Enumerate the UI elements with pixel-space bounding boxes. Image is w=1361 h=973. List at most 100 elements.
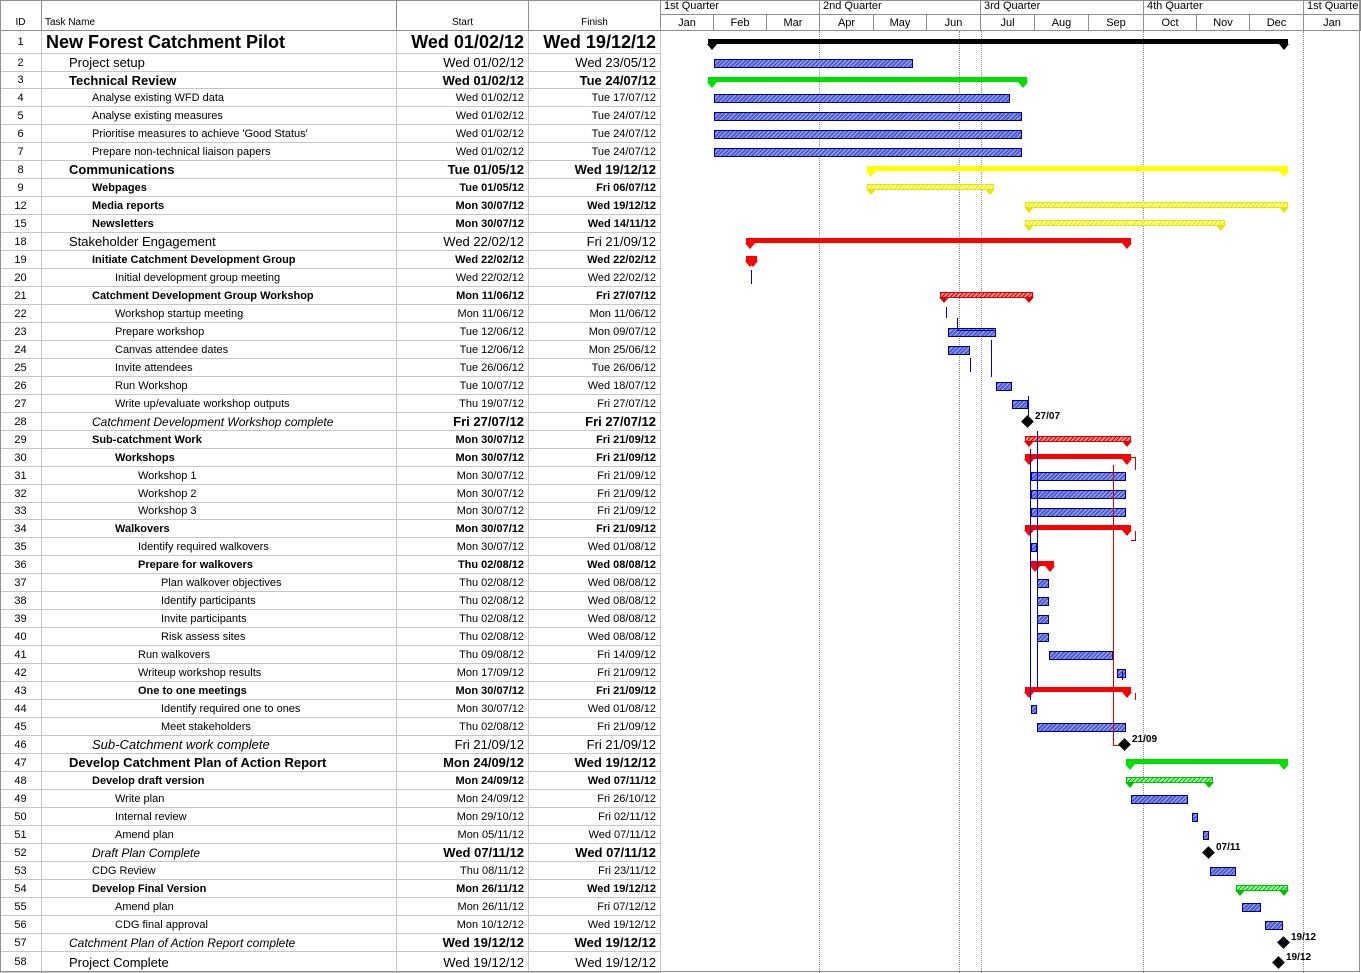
task-bar[interactable] — [1037, 633, 1049, 642]
task-row[interactable]: 24 Canvas attendee dates Tue 12/06/12 Mon 2… — [0, 341, 661, 359]
col-header-id[interactable]: ID — [0, 0, 42, 31]
task-row[interactable]: 2 Project setup Wed 01/02/12 Wed 23/05/12 — [0, 54, 661, 72]
task-bar[interactable] — [1265, 921, 1283, 930]
task-bar[interactable] — [948, 328, 996, 337]
task-bar[interactable] — [1210, 867, 1236, 876]
task-row[interactable]: 44 Identify required one to ones Mon 30/07… — [0, 700, 661, 718]
summary-bar[interactable] — [1126, 759, 1288, 764]
task-row[interactable]: 1 New Forest Catchment Pilot Wed 01/02/12 W… — [0, 31, 661, 54]
task-row[interactable]: 55 Amend plan Mon 26/11/12 Fri 07/12/12 — [0, 898, 661, 916]
task-row[interactable]: 56 CDG final approval Mon 10/12/12 Wed 19/1… — [0, 916, 661, 934]
task-row[interactable]: 26 Run Workshop Tue 10/07/12 Wed 18/07/12 — [0, 377, 661, 395]
task-row[interactable]: 54 Develop Final Version Mon 26/11/12 Wed 1… — [0, 880, 661, 898]
task-row[interactable]: 5 Analyse existing measures Wed 01/02/12 Tu… — [0, 107, 661, 125]
task-bar[interactable] — [1031, 705, 1037, 714]
task-row[interactable]: 30 Workshops Mon 30/07/12 Fri 21/09/12 — [0, 449, 661, 467]
task-row[interactable]: 15 Newsletters Mon 30/07/12 Wed 14/11/12 — [0, 215, 661, 233]
milestone-diamond[interactable] — [1272, 955, 1285, 969]
task-row[interactable]: 34 Walkovers Mon 30/07/12 Fri 21/09/12 — [0, 520, 661, 538]
task-row[interactable]: 8 Communications Tue 01/05/12 Wed 19/12/12 — [0, 161, 661, 179]
task-row[interactable]: 35 Identify required walkovers Mon 30/07/1… — [0, 538, 661, 556]
task-bar[interactable] — [1031, 472, 1126, 481]
task-row[interactable]: 38 Identify participants Thu 02/08/12 Wed 0… — [0, 592, 661, 610]
summary-hatched-bar[interactable] — [940, 292, 1033, 298]
task-bar[interactable] — [714, 59, 913, 68]
task-row[interactable]: 48 Develop draft version Mon 24/09/12 Wed 0… — [0, 772, 661, 790]
task-bar[interactable] — [1203, 831, 1209, 840]
task-row[interactable]: 6 Prioritise measures to achieve 'Good St… — [0, 125, 661, 143]
task-bar[interactable] — [714, 130, 1022, 139]
task-bar[interactable] — [1037, 615, 1049, 624]
task-row[interactable]: 23 Prepare workshop Tue 12/06/12 Mon 09/07/… — [0, 323, 661, 341]
task-row[interactable]: 22 Workshop startup meeting Mon 11/06/12 Mo… — [0, 305, 661, 323]
task-bar[interactable] — [1117, 669, 1126, 678]
task-row[interactable]: 32 Workshop 2 Mon 30/07/12 Fri 21/09/12 — [0, 485, 661, 503]
task-bar[interactable] — [1012, 400, 1028, 409]
summary-bar[interactable] — [746, 256, 757, 261]
task-bar[interactable] — [1049, 651, 1113, 660]
task-row[interactable]: 19 Initiate Catchment Development Group We… — [0, 251, 661, 269]
task-row[interactable]: 31 Workshop 1 Mon 30/07/12 Fri 21/09/12 — [0, 467, 661, 485]
task-row[interactable]: 18 Stakeholder Engagement Wed 22/02/12 Fri … — [0, 233, 661, 251]
task-bar[interactable] — [714, 112, 1022, 121]
task-row[interactable]: 53 CDG Review Thu 08/11/12 Fri 23/11/12 — [0, 862, 661, 880]
task-bar[interactable] — [996, 382, 1012, 391]
task-row[interactable]: 25 Invite attendees Tue 26/06/12 Tue 26/06/… — [0, 359, 661, 377]
task-row[interactable]: 50 Internal review Mon 29/10/12 Fri 02/11/1… — [0, 808, 661, 826]
task-row[interactable]: 7 Prepare non-technical liaison papers Wed… — [0, 143, 661, 161]
task-row[interactable]: 42 Writeup workshop results Mon 17/09/12 Fr… — [0, 664, 661, 682]
summary-bar[interactable] — [1025, 454, 1131, 459]
task-bar[interactable] — [1242, 903, 1261, 912]
task-row[interactable]: 58 Project Complete Wed 19/12/12 Wed 19/12/… — [0, 952, 661, 973]
task-bar[interactable] — [1192, 813, 1198, 822]
task-row[interactable]: 12 Media reports Mon 30/07/12 Wed 19/12/12 — [0, 197, 661, 215]
task-row[interactable]: 51 Amend plan Mon 05/11/12 Wed 07/11/12 — [0, 826, 661, 844]
col-header-start[interactable]: Start — [397, 0, 529, 31]
summary-bar[interactable] — [1025, 687, 1131, 692]
summary-bar[interactable] — [867, 166, 1288, 171]
task-row[interactable]: 3 Technical Review Wed 01/02/12 Tue 24/07/1… — [0, 72, 661, 89]
task-bar[interactable] — [1037, 597, 1049, 606]
task-row[interactable]: 28 Catchment Development Workshop complet… — [0, 413, 661, 431]
task-bar[interactable] — [714, 94, 1010, 103]
summary-bar[interactable] — [708, 38, 1288, 44]
task-row[interactable]: 33 Workshop 3 Mon 30/07/12 Fri 21/09/12 — [0, 503, 661, 520]
task-bar[interactable] — [1031, 490, 1126, 499]
milestone-diamond[interactable] — [1021, 415, 1034, 428]
summary-hatched-bar[interactable] — [1025, 220, 1225, 226]
task-bar[interactable] — [714, 148, 1022, 157]
task-row[interactable]: 52 Draft Plan Complete Wed 07/11/12 Wed 07/… — [0, 844, 661, 862]
task-row[interactable]: 37 Plan walkover objectives Thu 02/08/12 We… — [0, 574, 661, 592]
task-row[interactable]: 47 Develop Catchment Plan of Action Repor… — [0, 754, 661, 772]
task-row[interactable]: 21 Catchment Development Group Workshop Mo… — [0, 287, 661, 305]
task-row[interactable]: 29 Sub-catchment Work Mon 30/07/12 Fri 21/0… — [0, 431, 661, 449]
task-row[interactable]: 27 Write up/evaluate workshop outputs Thu … — [0, 395, 661, 413]
task-bar[interactable] — [1031, 507, 1126, 517]
task-row[interactable]: 43 One to one meetings Mon 30/07/12 Fri 21/… — [0, 682, 661, 700]
col-header-name[interactable]: Task Name — [42, 0, 397, 31]
task-bar[interactable] — [948, 346, 970, 355]
summary-bar[interactable] — [1031, 561, 1054, 566]
task-row[interactable]: 40 Risk assess sites Thu 02/08/12 Wed 08/08… — [0, 628, 661, 646]
summary-bar[interactable] — [1025, 525, 1131, 530]
summary-bar[interactable] — [746, 238, 1131, 243]
summary-bar[interactable] — [708, 76, 1027, 82]
task-row[interactable]: 57 Catchment Plan of Action Report comple… — [0, 934, 661, 952]
milestone-diamond[interactable] — [1202, 846, 1215, 859]
summary-hatched-bar[interactable] — [867, 184, 994, 190]
summary-hatched-bar[interactable] — [1236, 885, 1288, 891]
task-bar[interactable] — [1031, 543, 1037, 552]
summary-hatched-bar[interactable] — [1025, 202, 1288, 208]
milestone-diamond[interactable] — [1118, 738, 1131, 751]
task-bar[interactable] — [1131, 795, 1188, 804]
summary-hatched-bar[interactable] — [1025, 436, 1131, 442]
task-bar[interactable] — [1037, 723, 1126, 732]
task-row[interactable]: 45 Meet stakeholders Thu 02/08/12 Fri 21/09… — [0, 718, 661, 736]
task-row[interactable]: 4 Analyse existing WFD data Wed 01/02/12 Tu… — [0, 89, 661, 107]
task-row[interactable]: 41 Run walkovers Thu 09/08/12 Fri 14/09/12 — [0, 646, 661, 664]
milestone-diamond[interactable] — [1277, 936, 1290, 949]
task-row[interactable]: 46 Sub-Catchment work complete Fri 21/09/1… — [0, 736, 661, 754]
task-row[interactable]: 39 Invite participants Thu 02/08/12 Wed 08/… — [0, 610, 661, 628]
task-row[interactable]: 36 Prepare for walkovers Thu 02/08/12 Wed 0… — [0, 556, 661, 574]
task-row[interactable]: 49 Write plan Mon 24/09/12 Fri 26/10/12 — [0, 790, 661, 808]
